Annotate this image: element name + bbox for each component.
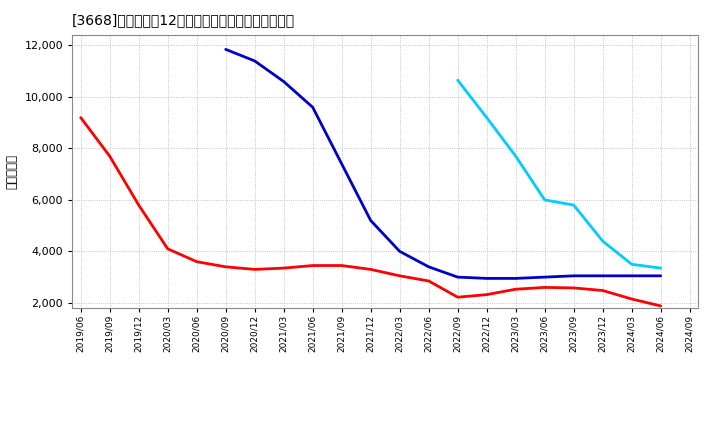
5年: [395, 249, 404, 254]
3年: [279, 265, 288, 271]
5年: [279, 79, 288, 84]
3年: [105, 154, 114, 159]
5年: [570, 273, 578, 279]
3年: [308, 263, 317, 268]
5年: [657, 273, 665, 279]
3年: [482, 292, 491, 297]
Text: [3668]　経常利益12か月移動合計の標準偏差の推移: [3668] 経常利益12か月移動合計の標準偏差の推移: [72, 13, 295, 27]
5年: [598, 273, 607, 279]
3年: [192, 259, 201, 264]
3年: [657, 303, 665, 308]
3年: [598, 288, 607, 293]
3年: [135, 202, 143, 208]
3年: [251, 267, 259, 272]
5年: [627, 273, 636, 279]
7年: [627, 262, 636, 267]
3年: [627, 297, 636, 302]
3年: [221, 264, 230, 269]
Line: 5年: 5年: [225, 49, 661, 279]
3年: [454, 294, 462, 300]
3年: [424, 279, 433, 284]
3年: [76, 115, 85, 120]
Y-axis label: （百万円）: （百万円）: [6, 154, 19, 189]
Line: 7年: 7年: [458, 80, 661, 268]
Line: 3年: 3年: [81, 117, 661, 306]
7年: [570, 202, 578, 208]
5年: [482, 276, 491, 281]
7年: [598, 238, 607, 244]
7年: [482, 115, 491, 120]
7年: [511, 154, 520, 159]
3年: [395, 273, 404, 279]
3年: [163, 246, 172, 251]
5年: [338, 161, 346, 166]
5年: [541, 275, 549, 280]
3年: [541, 285, 549, 290]
7年: [657, 265, 665, 271]
3年: [366, 267, 375, 272]
5年: [366, 218, 375, 223]
3年: [338, 263, 346, 268]
3年: [570, 285, 578, 290]
7年: [454, 77, 462, 83]
5年: [454, 275, 462, 280]
5年: [221, 47, 230, 52]
5年: [251, 58, 259, 63]
5年: [308, 105, 317, 110]
5年: [511, 276, 520, 281]
5年: [424, 264, 433, 269]
3年: [511, 286, 520, 292]
7年: [541, 197, 549, 202]
